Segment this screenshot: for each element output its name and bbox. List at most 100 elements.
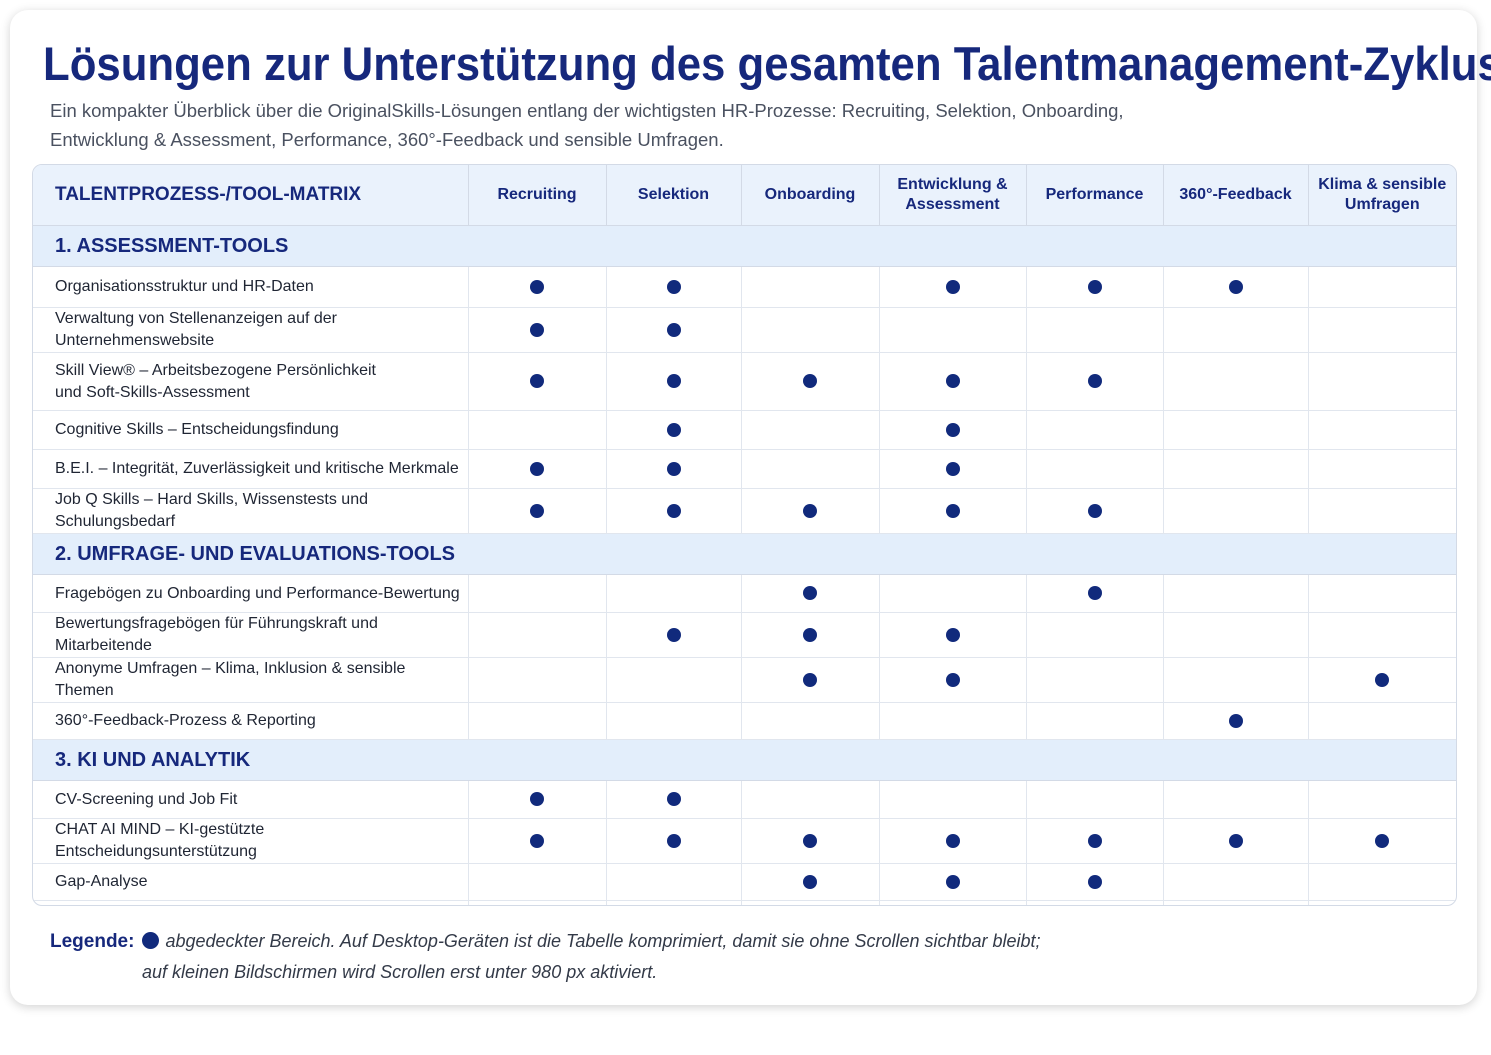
coverage-dot-icon [530,322,544,337]
matrix-cell [1026,900,1164,905]
matrix-cell [1308,780,1456,819]
row-label: Anonyme Umfragen – Klima, Inklusion & se… [33,657,469,703]
legend-text-line2: auf kleinen Bildschirmen wird Scrollen e… [142,962,658,982]
coverage-dot-icon [803,874,817,889]
matrix-cell [1026,818,1164,864]
matrix-cell [741,307,880,353]
coverage-dot-icon [803,503,817,518]
column-header: Recruiting [468,165,607,226]
coverage-dot-icon [530,503,544,518]
matrix-cell [468,780,607,819]
table-row: Verwaltung von Stellenanzeigen auf der U… [33,307,1456,353]
matrix-cell [468,488,607,534]
section-title: 1. ASSESSMENT-TOOLS [33,225,1456,267]
matrix-cell [468,574,607,613]
matrix-cell [879,352,1027,411]
matrix-cell [468,307,607,353]
matrix-cell [606,702,742,740]
row-label: Bewertungsfragebögen für Führungskraft u… [33,612,469,658]
corner-header: TALENTPROZESS-/TOOL-MATRIX [33,165,469,226]
row-label: CHAT AI MIND – KI-gestützte Entscheidung… [33,818,469,864]
table-row: Statistiken, Analytik und Reporting [33,900,1456,905]
row-label: CV-Screening und Job Fit [33,780,469,819]
matrix-cell [879,863,1027,901]
coverage-dot-icon [945,279,960,294]
coverage-dot-icon [803,374,817,389]
matrix-cell [1308,488,1456,534]
matrix-cell [1163,900,1309,905]
section-title: 3. KI UND ANALYTIK [33,739,1456,781]
matrix-cell [468,818,607,864]
legend: Legende: abgedeckter Bereich. Auf Desktop… [50,926,1041,987]
legend-dot-icon [142,932,160,949]
matrix-table-container: TALENTPROZESS-/TOOL-MATRIX Recruiting Se… [32,164,1457,906]
row-label: Skill View® – Arbeitsbezogene Persönlich… [33,352,469,411]
coverage-dot-icon [666,833,681,848]
matrix-cell [606,612,742,658]
matrix-cell [1308,657,1456,703]
coverage-dot-icon [1087,503,1102,518]
matrix-cell [879,449,1027,489]
row-label: Fragebögen zu Onboarding und Performance… [33,574,469,613]
coverage-dot-icon [1087,586,1102,601]
matrix-cell [879,612,1027,658]
table-row: CV-Screening und Job Fit [33,780,1456,819]
coverage-dot-icon [1087,374,1102,389]
matrix-cell [879,657,1027,703]
matrix-cell [879,702,1027,740]
matrix-cell [1163,574,1309,613]
table-header-row: TALENTPROZESS-/TOOL-MATRIX Recruiting Se… [33,165,1456,226]
coverage-dot-icon [666,627,681,642]
table-body: 1. ASSESSMENT-TOOLS Organisationsstruktur… [33,225,1456,905]
matrix-cell [879,900,1027,905]
matrix-cell [1026,488,1164,534]
matrix-cell [1026,352,1164,411]
matrix-cell [1308,702,1456,740]
page-subtitle: Ein kompakter Überblick über die Origina… [50,100,1124,150]
row-label: Statistiken, Analytik und Reporting [33,900,469,905]
matrix-cell [1026,657,1164,703]
matrix-cell [606,488,742,534]
legend-label: Legende: [50,931,135,952]
matrix-cell [1163,449,1309,489]
matrix-cell [1308,307,1456,353]
coverage-dot-icon [1228,713,1243,728]
talent-matrix-table: TALENTPROZESS-/TOOL-MATRIX Recruiting Se… [33,165,1456,905]
row-label: Gap-Analyse [33,863,469,901]
column-header: 360°-Feedback [1163,165,1309,226]
matrix-cell [468,702,607,740]
matrix-cell [879,266,1027,308]
coverage-dot-icon [666,279,681,294]
coverage-dot-icon [530,833,544,848]
matrix-cell [1026,307,1164,353]
row-label: Organisationsstruktur und HR-Daten [33,266,469,308]
matrix-cell [606,574,742,613]
table-row: Gap-Analyse [33,863,1456,901]
coverage-dot-icon [530,792,544,807]
matrix-cell [468,352,607,411]
matrix-cell [741,657,880,703]
coverage-dot-icon [530,461,544,476]
column-header: Selektion [606,165,742,226]
matrix-cell [1163,780,1309,819]
matrix-cell [1026,449,1164,489]
matrix-cell [741,612,880,658]
matrix-cell [879,410,1027,450]
column-header: Onboarding [741,165,880,226]
matrix-cell [1163,488,1309,534]
matrix-cell [1026,612,1164,658]
coverage-dot-icon [803,833,817,848]
matrix-cell [606,410,742,450]
coverage-dot-icon [945,672,960,687]
coverage-dot-icon [803,627,817,642]
table-row: Anonyme Umfragen – Klima, Inklusion & se… [33,657,1456,703]
matrix-cell [1308,352,1456,411]
matrix-cell [741,818,880,864]
matrix-cell [879,574,1027,613]
matrix-cell [879,818,1027,864]
matrix-cell [606,352,742,411]
column-header: Performance [1026,165,1164,226]
matrix-cell [1308,410,1456,450]
matrix-cell [741,863,880,901]
coverage-dot-icon [945,833,960,848]
